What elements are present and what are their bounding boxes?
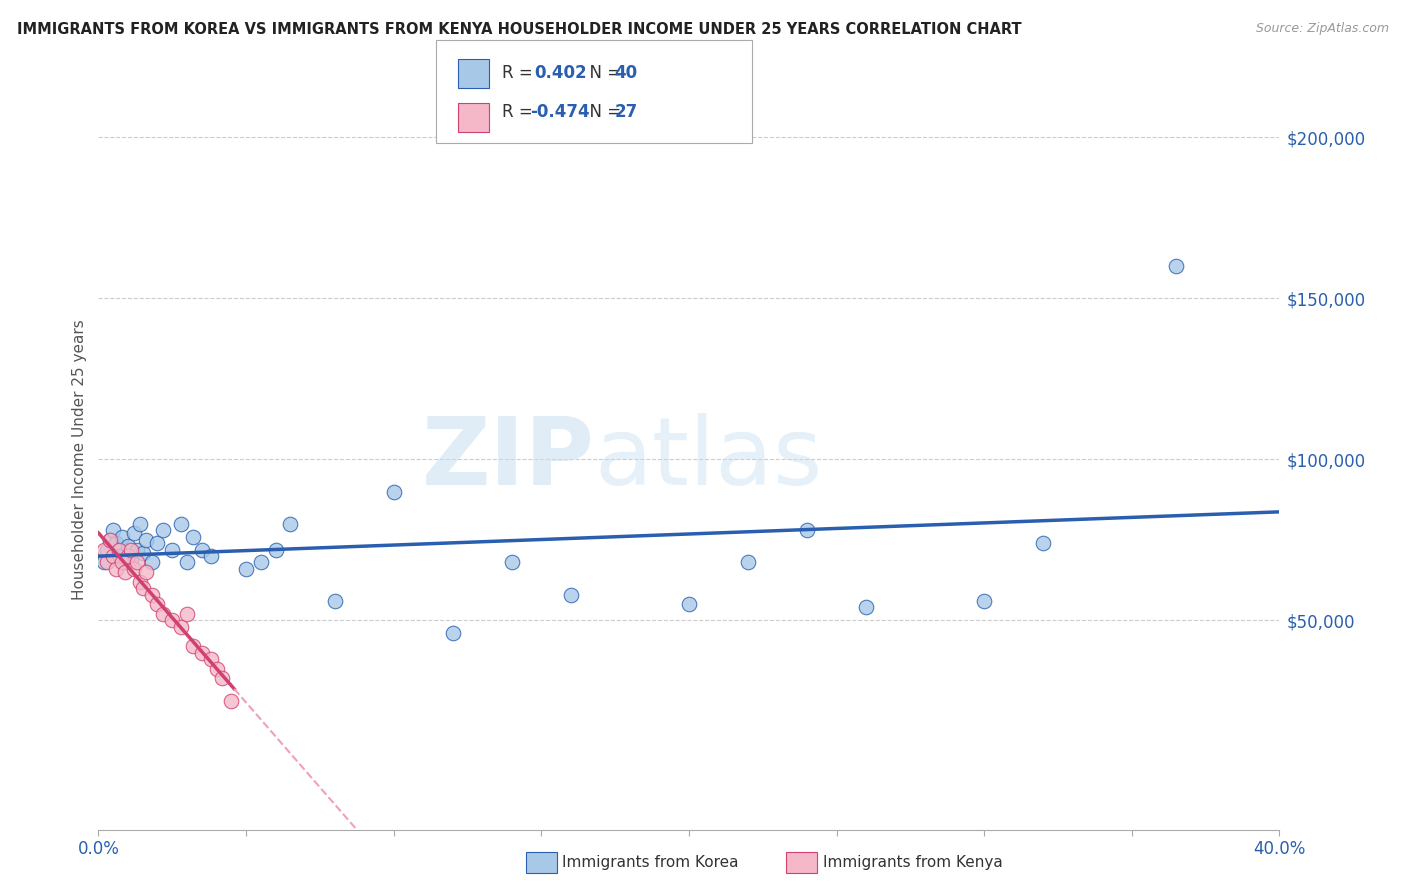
Point: [132, 546, 155, 560]
Text: R =: R =: [502, 63, 543, 82]
Text: R =: R =: [502, 103, 538, 121]
Point: [103, 549, 125, 563]
Point: [382, 484, 405, 499]
Point: [122, 562, 145, 576]
Text: -0.474: -0.474: [530, 103, 589, 121]
Y-axis label: Householder Income Under 25 years: Householder Income Under 25 years: [72, 319, 87, 599]
Point: [135, 533, 157, 547]
Point: [181, 639, 204, 653]
Point: [98, 533, 121, 547]
Point: [96, 542, 118, 557]
Point: [135, 565, 157, 579]
Point: [132, 581, 155, 595]
Point: [191, 646, 214, 660]
Point: [323, 594, 346, 608]
Point: [678, 597, 700, 611]
Point: [152, 523, 174, 537]
Point: [973, 594, 995, 608]
Point: [176, 607, 198, 621]
Text: N =: N =: [579, 103, 627, 121]
Point: [108, 549, 131, 563]
Point: [280, 516, 302, 531]
Point: [501, 555, 523, 569]
Point: [796, 523, 818, 537]
Point: [117, 539, 139, 553]
Point: [114, 565, 136, 579]
Point: [105, 562, 128, 576]
Point: [125, 555, 148, 569]
Point: [111, 555, 134, 569]
Point: [152, 607, 174, 621]
Point: [108, 542, 131, 557]
Point: [114, 555, 136, 569]
Text: 0.402: 0.402: [534, 63, 586, 82]
Point: [176, 555, 198, 569]
Point: [441, 626, 464, 640]
Point: [170, 620, 193, 634]
Text: N =: N =: [579, 63, 627, 82]
Point: [1166, 259, 1188, 273]
Point: [111, 530, 134, 544]
Point: [122, 526, 145, 541]
Point: [162, 542, 183, 557]
Text: atlas: atlas: [595, 413, 823, 506]
Point: [120, 552, 142, 566]
Point: [98, 533, 121, 547]
Point: [125, 542, 148, 557]
Point: [264, 542, 287, 557]
Point: [737, 555, 759, 569]
Text: 40: 40: [614, 63, 637, 82]
Point: [560, 588, 582, 602]
Point: [105, 536, 128, 550]
Point: [146, 536, 169, 550]
Point: [162, 613, 183, 627]
Point: [117, 549, 139, 563]
Point: [191, 542, 214, 557]
Point: [93, 555, 115, 569]
Point: [181, 530, 204, 544]
Point: [235, 562, 257, 576]
Text: Immigrants from Kenya: Immigrants from Kenya: [823, 855, 1002, 870]
Point: [211, 671, 233, 685]
Point: [200, 549, 222, 563]
Point: [1032, 536, 1054, 550]
Point: [141, 588, 163, 602]
Point: [103, 523, 125, 537]
Point: [200, 652, 222, 666]
Point: [128, 574, 150, 589]
Text: ZIP: ZIP: [422, 413, 595, 506]
Point: [141, 555, 163, 569]
Text: Source: ZipAtlas.com: Source: ZipAtlas.com: [1256, 22, 1389, 36]
Point: [855, 600, 877, 615]
Point: [93, 542, 115, 557]
Text: IMMIGRANTS FROM KOREA VS IMMIGRANTS FROM KENYA HOUSEHOLDER INCOME UNDER 25 YEARS: IMMIGRANTS FROM KOREA VS IMMIGRANTS FROM…: [17, 22, 1022, 37]
Point: [250, 555, 273, 569]
Point: [205, 662, 228, 676]
Point: [221, 694, 243, 708]
Point: [146, 597, 169, 611]
Point: [170, 516, 193, 531]
Text: Immigrants from Korea: Immigrants from Korea: [562, 855, 740, 870]
Point: [96, 555, 118, 569]
Point: [128, 516, 150, 531]
Point: [120, 542, 142, 557]
Text: 27: 27: [614, 103, 638, 121]
